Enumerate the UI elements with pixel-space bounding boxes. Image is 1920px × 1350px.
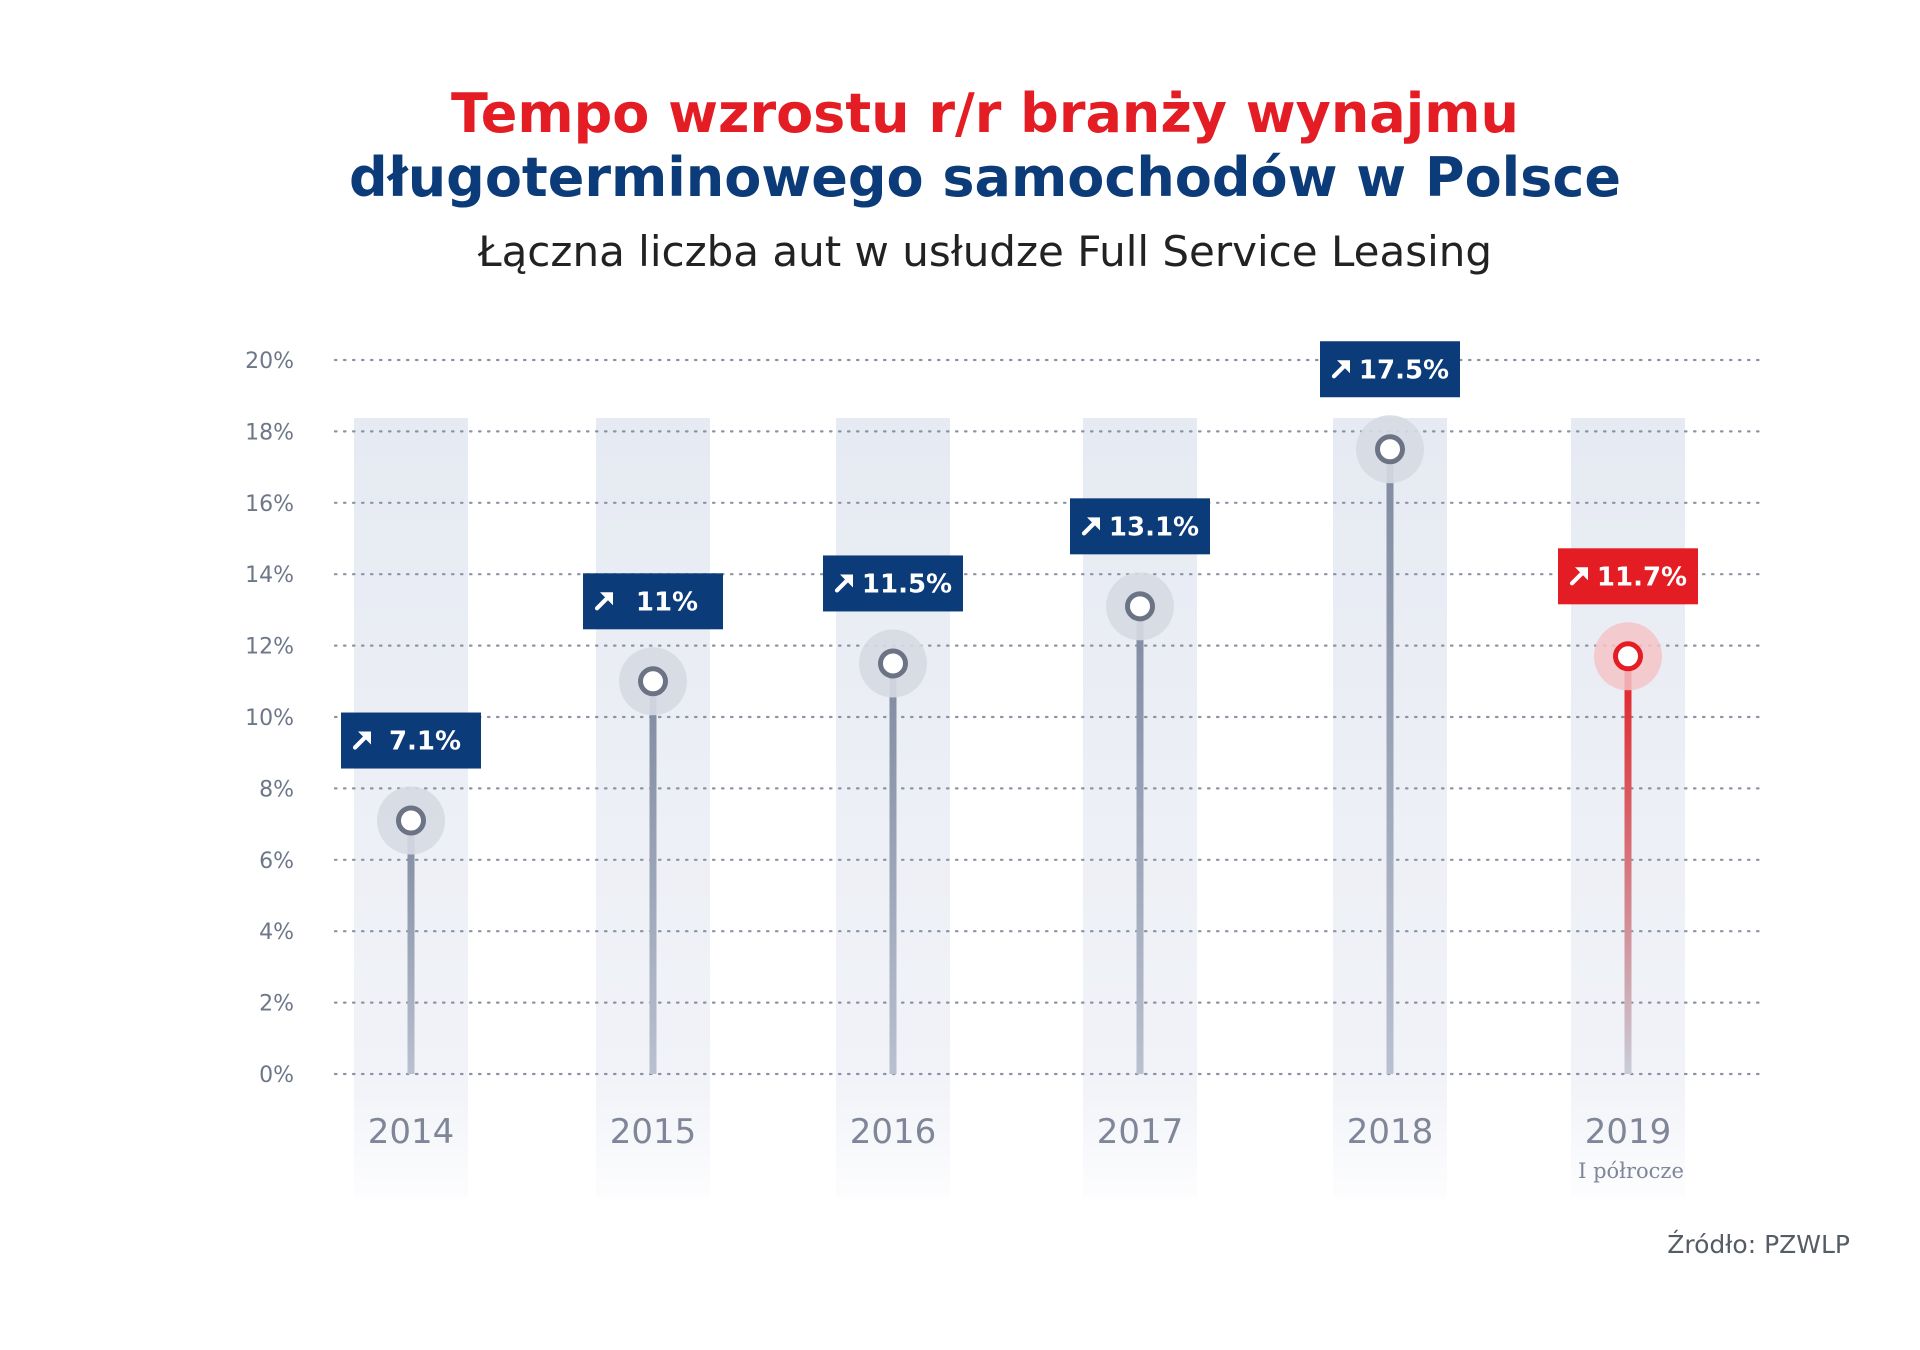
arrow-up-right-icon [594,592,613,611]
x-tick-label: 2014 [368,1112,455,1152]
y-tick-label: 4% [259,920,294,945]
stem-2015 [649,681,657,1074]
value-badge-2018: 17.5% [1320,341,1460,398]
stem-2018 [1386,449,1394,1074]
data-point-2019 [1613,641,1643,672]
arrow-up-right-icon [1569,567,1588,586]
arrow-head [1087,517,1100,531]
stem-2017 [1136,606,1144,1074]
data-marks: 7.1% 11% 11.5% 13.1% 17.5% 11.7% [341,341,1698,1074]
y-axis: 0% 2% 4% 6% 8% 10% 12% 14% 16% 18% 20% [245,349,294,1088]
y-tick-label: 14% [245,563,294,588]
chart-subtitle: Łączna liczba aut w usłudze Full Service… [477,227,1493,276]
title-block: Tempo wzrostu r/r branży wynajmu długote… [0,82,1920,278]
value-badge-2019: 11.7% [1558,548,1698,605]
y-tick-label: 0% [259,1063,294,1088]
arrow-head [840,574,853,588]
data-label: 17.5% [1359,355,1449,385]
x-tick-label: 2019 [1585,1112,1672,1152]
column-backgrounds [354,418,1685,1198]
arrow-up-right-icon [1331,360,1350,379]
data-label: 11% [636,587,698,617]
arrow-head [1337,360,1350,374]
arrow-up-right-icon [834,574,853,593]
data-point-2016 [878,648,908,679]
arrow-up-right-icon [1081,517,1100,536]
y-tick-label: 10% [245,706,294,731]
x-tick-label: 2018 [1347,1112,1434,1152]
value-badge-2014: 7.1% [341,712,481,769]
data-point-2017 [1125,591,1155,622]
y-tick-label: 2% [259,992,294,1017]
data-label: 11.7% [1597,562,1687,592]
stem-2019 [1624,656,1632,1074]
y-tick-label: 6% [259,849,294,874]
y-tick-label: 20% [245,349,294,374]
data-point-2014 [396,805,426,836]
arrow-up-right-icon [352,731,371,750]
x-tick-label: 2016 [850,1112,937,1152]
y-tick-label: 18% [245,420,294,445]
data-label: 7.1% [389,727,461,757]
x-tick-label: 2015 [610,1112,697,1152]
arrow-head [600,592,613,606]
x-tick-sublabel: I półrocze [1578,1159,1684,1183]
value-badge-2017: 13.1% [1070,498,1210,555]
arrow-head [1575,567,1588,581]
arrow-head [358,731,371,745]
x-tick-label: 2017 [1097,1112,1184,1152]
chart-title-line-1: Tempo wzrostu r/r branży wynajmu [451,82,1519,145]
data-point-2018 [1375,434,1405,465]
data-point-2015 [638,666,668,697]
grid-lines [333,358,1762,1076]
chart-title-line-2: długoterminowego samochodów w Polsce [349,146,1621,209]
stem-2014 [407,820,415,1074]
y-tick-label: 12% [245,635,294,660]
data-label: 13.1% [1109,512,1199,542]
value-badge-2016: 11.5% [823,555,963,612]
value-badge-2015: 11% [583,573,723,630]
y-tick-label: 8% [259,777,294,802]
stem-2016 [889,663,897,1074]
y-tick-label: 16% [245,492,294,517]
source-note: Źródło: PZWLP [1667,1230,1850,1259]
data-label: 11.5% [862,569,952,599]
x-axis: 2014 2015 2016 2017 2018 2019 I półrocze [368,1112,1684,1183]
